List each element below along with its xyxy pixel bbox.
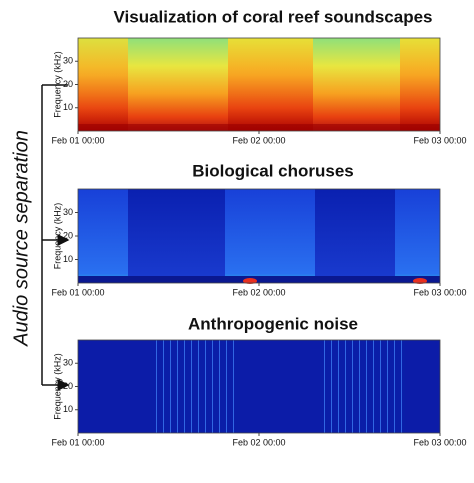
y-tick-label: 10: [63, 254, 73, 264]
x-tick-label: Feb 01 00:00: [51, 437, 104, 447]
y-axis-label: Frequency (kHz): [52, 203, 62, 270]
y-tick-label: 20: [63, 79, 73, 89]
y-tick-label: 10: [63, 404, 73, 414]
y-tick-label: 30: [63, 358, 73, 368]
spectrogram-3: [78, 340, 440, 433]
x-tick-label: Feb 02 00:00: [232, 287, 285, 297]
x-tick-label: Feb 02 00:00: [232, 437, 285, 447]
y-axis-label: Frequency (kHz): [52, 353, 62, 420]
x-tick-label: Feb 03 00:00: [413, 135, 466, 145]
panel-title: Visualization of coral reef soundscapes: [113, 7, 432, 26]
x-tick-label: Feb 01 00:00: [51, 135, 104, 145]
x-tick-label: Feb 03 00:00: [413, 287, 466, 297]
x-tick-label: Feb 01 00:00: [51, 287, 104, 297]
y-tick-label: 30: [63, 56, 73, 66]
y-tick-label: 30: [63, 207, 73, 217]
x-tick-label: Feb 03 00:00: [413, 437, 466, 447]
panel-title: Anthropogenic noise: [188, 314, 358, 333]
y-tick-label: 10: [63, 102, 73, 112]
y-axis-label: Frequency (kHz): [52, 51, 62, 118]
spectrogram-2: [78, 189, 440, 284]
side-label: Audio source separation: [10, 130, 32, 347]
x-tick-label: Feb 02 00:00: [232, 135, 285, 145]
spectrogram-1: [78, 38, 440, 131]
panel-title: Biological choruses: [192, 161, 354, 180]
y-tick-label: 20: [63, 381, 73, 391]
y-tick-label: 20: [63, 230, 73, 240]
